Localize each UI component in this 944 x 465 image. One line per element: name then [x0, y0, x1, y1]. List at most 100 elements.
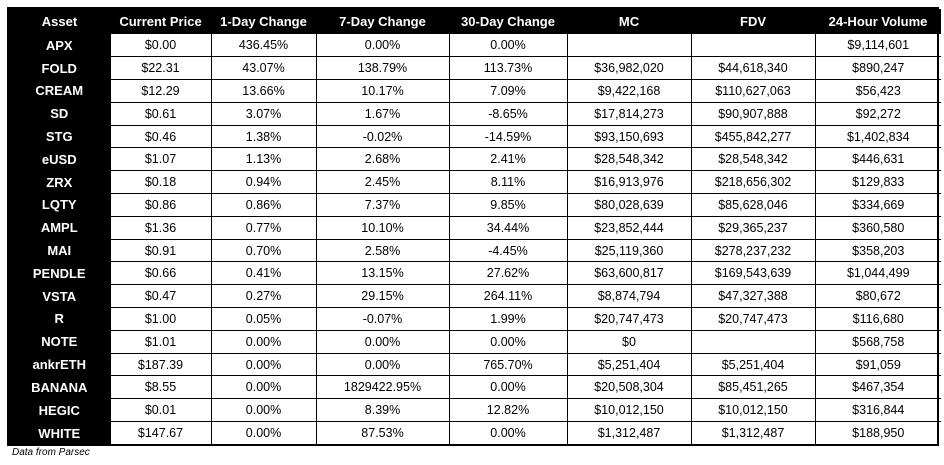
- asset-name-cell: FOLD: [9, 56, 111, 81]
- table-cell: $28,548,342: [691, 147, 816, 172]
- table-cell: $1.07: [110, 147, 212, 172]
- table-cell: $0.61: [110, 102, 212, 126]
- table-row: APX $0.00 436.45% 0.00% 0.00% $9,114,601: [9, 34, 941, 58]
- table-cell: 0.00%: [449, 34, 568, 58]
- table-row: VSTA $0.47 0.27% 29.15% 264.11% $8,874,794 $47…: [9, 284, 941, 309]
- table-cell: $28,548,342: [567, 147, 692, 172]
- table-cell: -0.07%: [316, 307, 450, 331]
- table-row: STG $0.46 1.38% -0.02% -14.59% $93,150,693 $45…: [9, 125, 941, 149]
- table-row: SD $0.61 3.07% 1.67% -8.65% $17,814,273 $90,90…: [9, 102, 941, 126]
- table-cell: 1829422.95%: [316, 375, 450, 400]
- table-cell: $334,669: [815, 193, 941, 217]
- table-cell: 113.73%: [449, 56, 568, 81]
- table-cell: $20,747,473: [567, 307, 692, 331]
- table-cell: $0.01: [110, 398, 212, 423]
- table-cell: $17,814,273: [567, 102, 692, 126]
- table-cell: 0.27%: [211, 284, 317, 309]
- asset-name-cell: R: [9, 307, 111, 331]
- table-cell: $8.55: [110, 375, 212, 400]
- table-cell: $20,508,304: [567, 375, 692, 400]
- table-row: eUSD $1.07 1.13% 2.68% 2.41% $28,548,342 $28,5…: [9, 147, 941, 172]
- column-header: 30-Day Change: [461, 14, 555, 29]
- column-header: FDV: [740, 14, 766, 29]
- table-cell: 138.79%: [316, 56, 450, 81]
- table-cell: $9,114,601: [815, 34, 941, 58]
- table-cell: 0.00%: [449, 375, 568, 400]
- table-cell: $80,028,639: [567, 193, 692, 217]
- table-cell: 0.00%: [316, 330, 450, 354]
- table-cell: $1,312,487: [691, 421, 816, 445]
- table-cell: 87.53%: [316, 421, 450, 445]
- column-header: Current Price: [119, 14, 202, 29]
- table-cell: 0.00%: [316, 353, 450, 377]
- table-cell: 0.77%: [211, 216, 317, 240]
- table-cell: $10,012,150: [691, 398, 816, 423]
- asset-name-cell: CREAM: [9, 79, 111, 103]
- table-cell: $29,365,237: [691, 216, 816, 240]
- table-cell: 2.41%: [449, 147, 568, 172]
- asset-name-cell: MAI: [9, 239, 111, 263]
- table-cell: 765.70%: [449, 353, 568, 377]
- table-cell: $0.91: [110, 239, 212, 263]
- table-row: ZRX $0.18 0.94% 2.45% 8.11% $16,913,976 $218,6…: [9, 170, 941, 195]
- table-cell: $1.36: [110, 216, 212, 240]
- table-cell: $63,600,817: [567, 261, 692, 286]
- table-cell: $110,627,063: [691, 79, 816, 103]
- table-cell: $147.67: [110, 421, 212, 445]
- table-cell: 264.11%: [449, 284, 568, 309]
- table-row: BANANA $8.55 0.00% 1829422.95% 0.00% $20,508,…: [9, 375, 941, 400]
- table-cell: 12.82%: [449, 398, 568, 423]
- table-cell: 8.11%: [449, 170, 568, 195]
- table-cell: 0.86%: [211, 193, 317, 217]
- table-cell: [691, 330, 816, 354]
- table-cell: 0.41%: [211, 261, 317, 286]
- source-note: Data from Parsec: [12, 447, 90, 458]
- table-cell: $22.31: [110, 56, 212, 81]
- asset-name-cell: LQTY: [9, 193, 111, 217]
- table-cell: -14.59%: [449, 125, 568, 149]
- table-cell: $56,423: [815, 79, 941, 103]
- table-cell: $1.01: [110, 330, 212, 354]
- table-cell: 13.66%: [211, 79, 317, 103]
- asset-name-cell: SD: [9, 102, 111, 126]
- table-cell: $890,247: [815, 56, 941, 81]
- table-cell: $0.18: [110, 170, 212, 195]
- table-cell: $23,852,444: [567, 216, 692, 240]
- table-cell: $278,237,232: [691, 239, 816, 263]
- asset-name-cell: ankrETH: [9, 353, 111, 377]
- table-cell: $93,150,693: [567, 125, 692, 149]
- table-cell: 8.39%: [316, 398, 450, 423]
- table-cell: $1.00: [110, 307, 212, 331]
- column-header: 24-Hour Volume: [828, 14, 928, 29]
- asset-name-cell: BANANA: [9, 375, 111, 400]
- table-cell: 436.45%: [211, 34, 317, 58]
- asset-table-container: Asset Current Price 1-Day Change 7-Day Chan…: [7, 7, 941, 447]
- table-cell: $0.46: [110, 125, 212, 149]
- table-cell: $5,251,404: [567, 353, 692, 377]
- table-cell: $85,451,265: [691, 375, 816, 400]
- table-row: NOTE $1.01 0.00% 0.00% 0.00% $0 $568,758: [9, 330, 941, 354]
- table-cell: $1,402,834: [815, 125, 941, 149]
- asset-name-cell: VSTA: [9, 284, 111, 309]
- table-row: FOLD $22.31 43.07% 138.79% 113.73% $36,982,02…: [9, 56, 941, 81]
- table-cell: $360,580: [815, 216, 941, 240]
- table-cell: 0.05%: [211, 307, 317, 331]
- table-cell: $90,907,888: [691, 102, 816, 126]
- table-cell: 2.58%: [316, 239, 450, 263]
- table-cell: $0.86: [110, 193, 212, 217]
- asset-name-cell: NOTE: [9, 330, 111, 354]
- table-cell: $187.39: [110, 353, 212, 377]
- table-cell: $1,044,499: [815, 261, 941, 286]
- table-cell: $44,618,340: [691, 56, 816, 81]
- table-cell: $1,312,487: [567, 421, 692, 445]
- table-cell: 43.07%: [211, 56, 317, 81]
- table-row: MAI $0.91 0.70% 2.58% -4.45% $25,119,360 $278,…: [9, 239, 941, 263]
- table-cell: 0.00%: [211, 421, 317, 445]
- table-cell: $5,251,404: [691, 353, 816, 377]
- table-cell: 10.10%: [316, 216, 450, 240]
- asset-name-cell: HEGIC: [9, 398, 111, 423]
- table-cell: 3.07%: [211, 102, 317, 126]
- table-cell: -0.02%: [316, 125, 450, 149]
- column-header: Asset: [41, 14, 78, 29]
- table-cell: $316,844: [815, 398, 941, 423]
